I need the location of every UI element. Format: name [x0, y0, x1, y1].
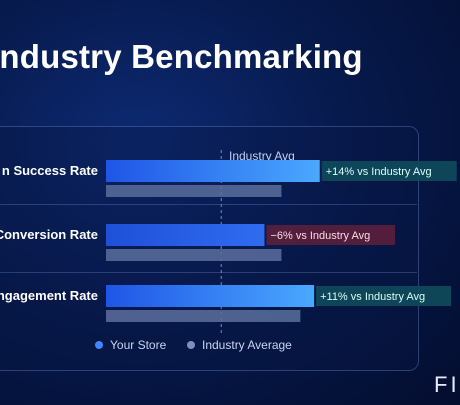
- bar-industry-average: [106, 185, 282, 197]
- legend-label: Industry Average: [202, 338, 292, 352]
- annotation-badge: [321, 161, 457, 181]
- annotation-label: −6% vs Industry Avg: [270, 230, 370, 242]
- page-title: Industry Benchmarking: [0, 38, 363, 75]
- annotation-label: +14% vs Industry Avg: [326, 166, 432, 178]
- annotation-badge: [266, 225, 396, 245]
- bar-industry-average: [106, 249, 282, 261]
- brand-logo: FI: [434, 372, 460, 397]
- bar-your-store: [106, 224, 265, 246]
- legend-marker: [95, 341, 103, 349]
- category-label: Engagement Rate: [0, 288, 98, 303]
- bar-your-store: [106, 285, 315, 307]
- legend-label: Your Store: [110, 338, 167, 352]
- bar-your-store: [106, 160, 320, 182]
- row-divider: [0, 204, 417, 205]
- reference-line-label: Industry Avg: [229, 149, 295, 163]
- category-label: n Success Rate: [2, 163, 98, 178]
- category-label: Conversion Rate: [0, 227, 98, 242]
- annotation-label: +11% vs Industry Avg: [320, 291, 425, 303]
- legend-marker: [187, 341, 195, 349]
- row-divider: [0, 272, 417, 273]
- annotation-badge: [316, 286, 452, 306]
- bar-industry-average: [106, 310, 301, 322]
